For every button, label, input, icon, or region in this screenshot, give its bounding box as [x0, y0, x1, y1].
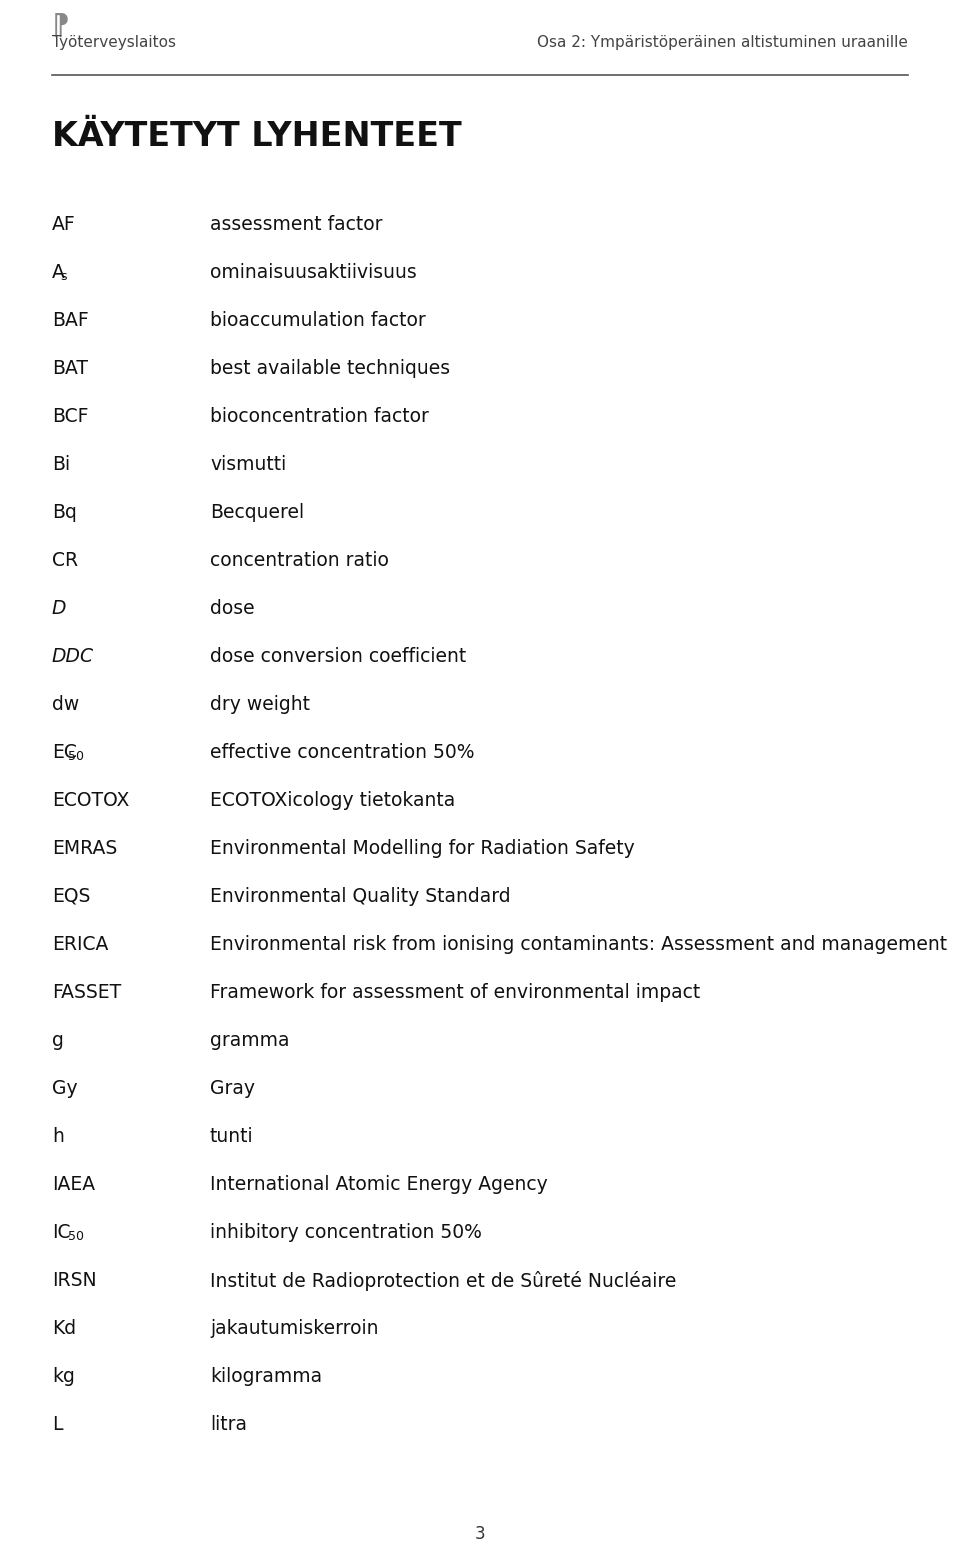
Text: tunti: tunti — [210, 1127, 253, 1146]
Text: dw: dw — [52, 695, 80, 714]
Text: Gy: Gy — [52, 1079, 78, 1098]
Text: CR: CR — [52, 550, 78, 571]
Text: EQS: EQS — [52, 886, 90, 907]
Text: Environmental Modelling for Radiation Safety: Environmental Modelling for Radiation Sa… — [210, 840, 635, 858]
Text: Osa 2: Ympäristöperäinen altistuminen uraanille: Osa 2: Ympäristöperäinen altistuminen ur… — [538, 36, 908, 50]
Text: EC: EC — [52, 743, 77, 762]
Text: h: h — [52, 1127, 64, 1146]
Text: ECOTOX: ECOTOX — [52, 791, 130, 810]
Text: BAT: BAT — [52, 359, 88, 378]
Text: jakautumiskerroin: jakautumiskerroin — [210, 1319, 378, 1337]
Text: bioaccumulation factor: bioaccumulation factor — [210, 311, 425, 330]
Text: assessment factor: assessment factor — [210, 215, 382, 233]
Text: Becquerel: Becquerel — [210, 502, 304, 522]
Text: s: s — [60, 271, 66, 283]
Text: L: L — [52, 1415, 62, 1434]
Text: BAF: BAF — [52, 311, 88, 330]
Text: Bq: Bq — [52, 502, 77, 522]
Text: BCF: BCF — [52, 407, 88, 426]
Text: AF: AF — [52, 215, 76, 233]
Text: Kd: Kd — [52, 1319, 76, 1337]
Text: IC: IC — [52, 1222, 70, 1242]
Text: dose conversion coefficient: dose conversion coefficient — [210, 647, 467, 666]
Text: International Atomic Energy Agency: International Atomic Energy Agency — [210, 1176, 548, 1194]
Text: FASSET: FASSET — [52, 983, 121, 1001]
Text: bioconcentration factor: bioconcentration factor — [210, 407, 429, 426]
Text: EMRAS: EMRAS — [52, 840, 117, 858]
Text: Framework for assessment of environmental impact: Framework for assessment of environmenta… — [210, 983, 700, 1001]
Text: ECOTOXicology tietokanta: ECOTOXicology tietokanta — [210, 791, 455, 810]
Text: inhibitory concentration 50%: inhibitory concentration 50% — [210, 1222, 482, 1242]
Text: A: A — [52, 263, 65, 281]
Text: ERICA: ERICA — [52, 935, 108, 955]
Text: IRSN: IRSN — [52, 1270, 97, 1291]
Text: Institut de Radioprotection et de Sûreté Nucléaire: Institut de Radioprotection et de Sûreté… — [210, 1270, 677, 1291]
Text: dose: dose — [210, 599, 254, 617]
Text: concentration ratio: concentration ratio — [210, 550, 389, 571]
Text: ominaisuusaktiivisuus: ominaisuusaktiivisuus — [210, 263, 417, 281]
Text: KÄYTETYT LYHENTEET: KÄYTETYT LYHENTEET — [52, 120, 462, 152]
Text: g: g — [52, 1031, 64, 1050]
Text: dry weight: dry weight — [210, 695, 310, 714]
Text: IAEA: IAEA — [52, 1176, 95, 1194]
Text: Bi: Bi — [52, 456, 70, 474]
Text: ⁋: ⁋ — [52, 12, 70, 40]
Text: 50: 50 — [68, 751, 84, 764]
Text: gramma: gramma — [210, 1031, 290, 1050]
Text: D: D — [52, 599, 66, 617]
Text: kg: kg — [52, 1367, 75, 1386]
Text: Työterveyslaitos: Työterveyslaitos — [52, 36, 176, 50]
Text: Environmental risk from ionising contaminants: Assessment and management: Environmental risk from ionising contami… — [210, 935, 948, 955]
Text: 3: 3 — [474, 1525, 486, 1543]
Text: litra: litra — [210, 1415, 247, 1434]
Text: kilogramma: kilogramma — [210, 1367, 323, 1386]
Text: DDC: DDC — [52, 647, 94, 666]
Text: Gray: Gray — [210, 1079, 255, 1098]
Text: 50: 50 — [68, 1230, 84, 1244]
Text: vismutti: vismutti — [210, 456, 286, 474]
Text: effective concentration 50%: effective concentration 50% — [210, 743, 474, 762]
Text: Environmental Quality Standard: Environmental Quality Standard — [210, 886, 511, 907]
Text: best available techniques: best available techniques — [210, 359, 450, 378]
